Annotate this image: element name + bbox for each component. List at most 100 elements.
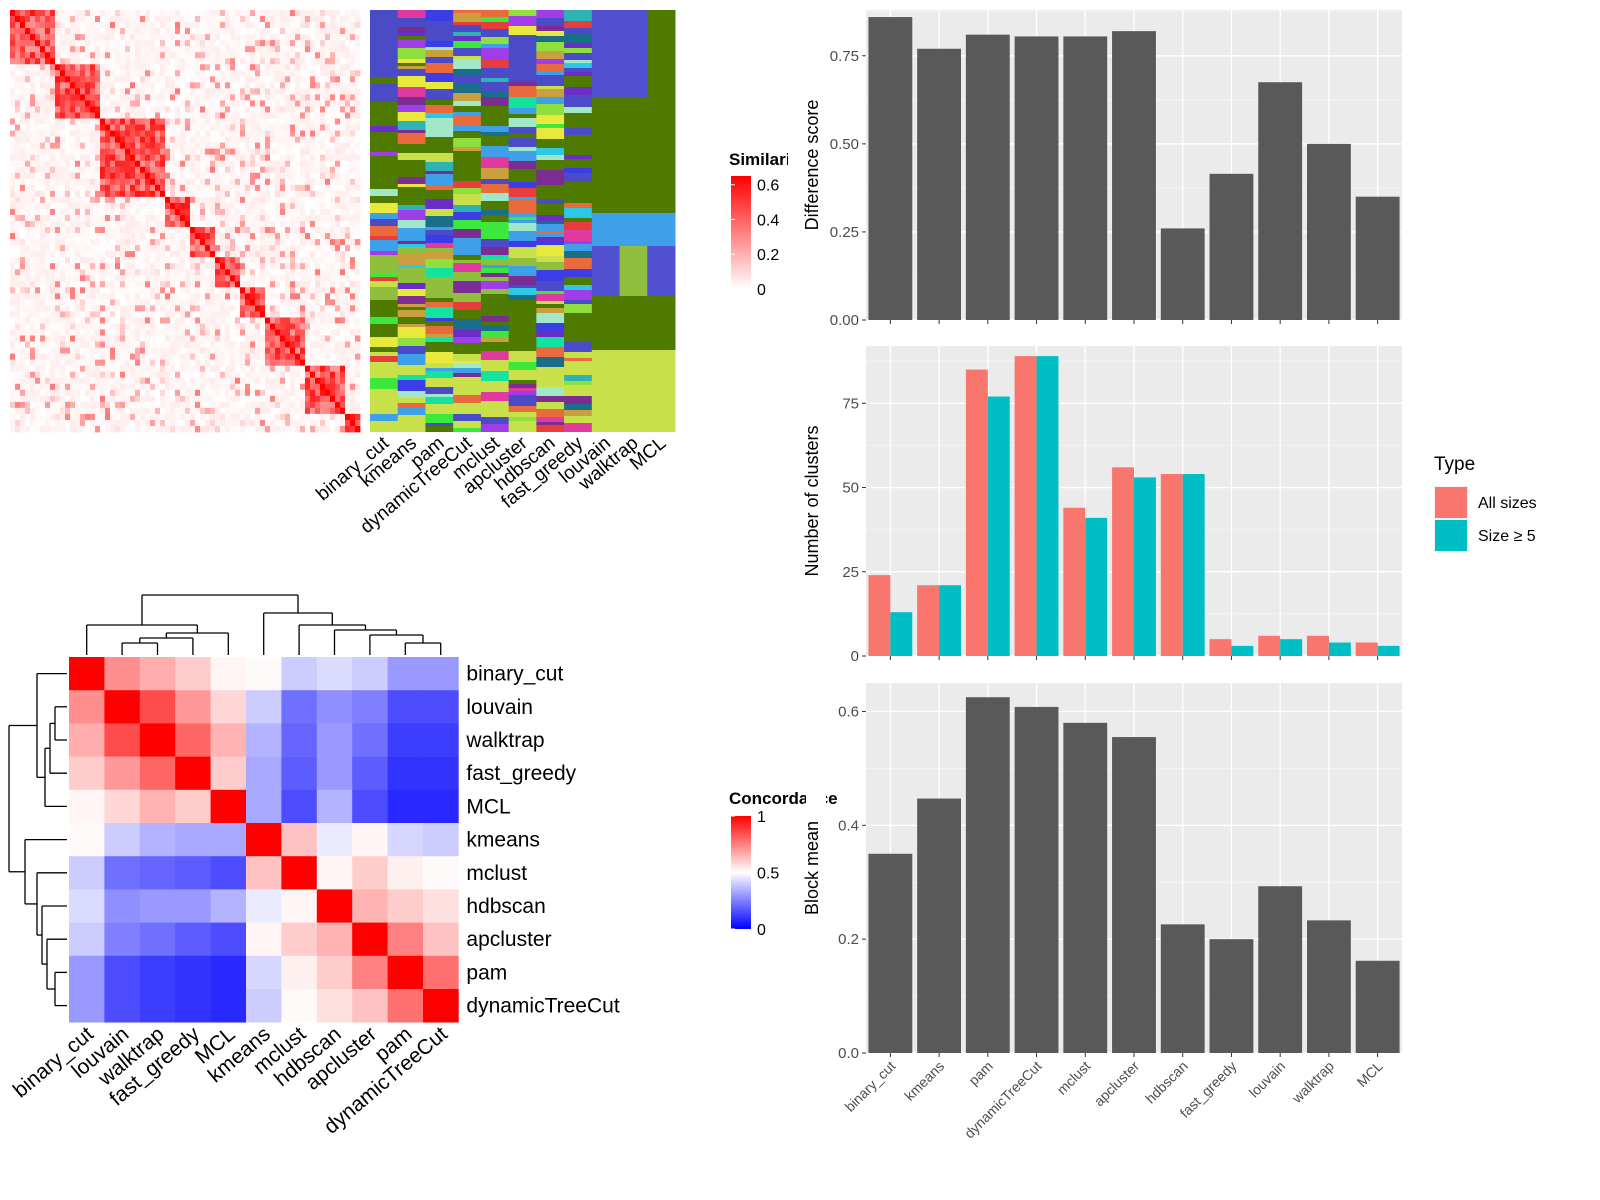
similarity-cell [125,281,131,288]
similarity-cell [40,299,46,306]
similarity-cell [85,82,91,89]
similarity-cell [140,130,146,137]
similarity-cell [55,239,61,246]
membership-cell [370,146,399,152]
similarity-cell [185,365,191,373]
similarity-cell [275,227,281,234]
similarity-cell [320,227,326,234]
similarity-cell [135,329,141,336]
similarity-cell [225,293,231,300]
similarity-cell [320,377,326,385]
similarity-cell [290,160,296,168]
similarity-cell [155,341,161,348]
similarity-cell [170,58,176,65]
similarity-cell [190,347,196,355]
similarity-cell [235,148,241,156]
similarity-cell [335,377,341,385]
similarity-cell [140,112,146,119]
similarity-cell [70,257,76,264]
similarity-cell [350,196,356,204]
similarity-cell [195,281,201,288]
similarity-cell [300,10,306,17]
similarity-cell [50,395,56,403]
similarity-cell [235,160,241,168]
similarity-cell [280,94,286,101]
similarity-cell [75,221,81,228]
similarity-cell [145,130,151,137]
similarity-cell [70,275,76,282]
similarity-cell [355,377,361,385]
similarity-cell [20,419,26,427]
similarity-cell [130,305,136,312]
similarity-cell [30,16,36,23]
similarity-cell [350,106,356,113]
similarity-cell [95,401,101,409]
membership-cell [370,203,399,213]
similarity-cell [255,112,261,119]
similarity-cell [260,196,266,204]
similarity-cell [285,202,291,210]
similarity-cell [120,263,126,270]
similarity-cell [290,371,296,379]
similarity-cell [40,275,46,282]
similarity-cell [160,124,166,131]
similarity-cell [250,16,256,23]
similarity-cell [250,178,256,186]
similarity-cell [150,305,156,312]
similarity-cell [200,353,206,361]
similarity-cell [15,233,21,240]
similarity-cell [165,395,171,403]
similarity-cell [45,257,51,264]
similarity-cell [120,269,126,276]
similarity-cell [285,371,291,379]
similarity-cell [110,395,116,403]
similarity-cell [45,353,51,361]
similarity-cell [100,64,106,71]
similarity-cell [345,94,351,101]
similarity-cell [120,221,126,228]
similarity-cell [245,148,251,156]
similarity-cell [10,383,16,391]
similarity-cell [30,142,36,150]
similarity-cell [160,413,166,421]
similarity-cell [325,341,331,348]
similarity-cell [85,257,91,264]
similarity-cell [45,88,51,95]
similarity-cell [355,317,361,324]
similarity-cell [230,196,236,204]
similarity-cell [160,407,166,415]
similarity-cell [25,239,31,246]
similarity-cell [325,40,331,47]
similarity-cell [85,227,91,234]
similarity-cell [355,419,361,427]
similarity-cell [100,118,106,125]
similarity-cell [60,70,66,77]
similarity-cell [135,221,141,228]
similarity-cell [75,419,81,427]
similarity-cell [265,190,271,198]
similarity-cell [230,106,236,113]
similarity-cell [265,52,271,59]
similarity-cell [100,317,106,324]
similarity-cell [285,275,291,282]
similarity-cell [190,136,196,144]
similarity-cell [285,166,291,174]
similarity-cell [165,40,171,47]
similarity-cell [135,76,141,83]
similarity-cell [275,70,281,77]
similarity-cell [95,22,101,29]
similarity-cell [105,142,111,150]
similarity-cell [115,365,121,373]
similarity-cell [130,299,136,306]
similarity-cell [75,28,81,35]
similarity-cell [175,190,181,198]
similarity-cell [245,239,251,246]
similarity-cell [130,106,136,113]
similarity-cell [345,16,351,23]
similarity-cell [230,371,236,379]
similarity-cell [240,214,246,222]
similarity-cell [35,353,41,361]
similarity-cell [100,76,106,83]
similarity-cell [175,293,181,300]
similarity-cell [125,275,131,282]
